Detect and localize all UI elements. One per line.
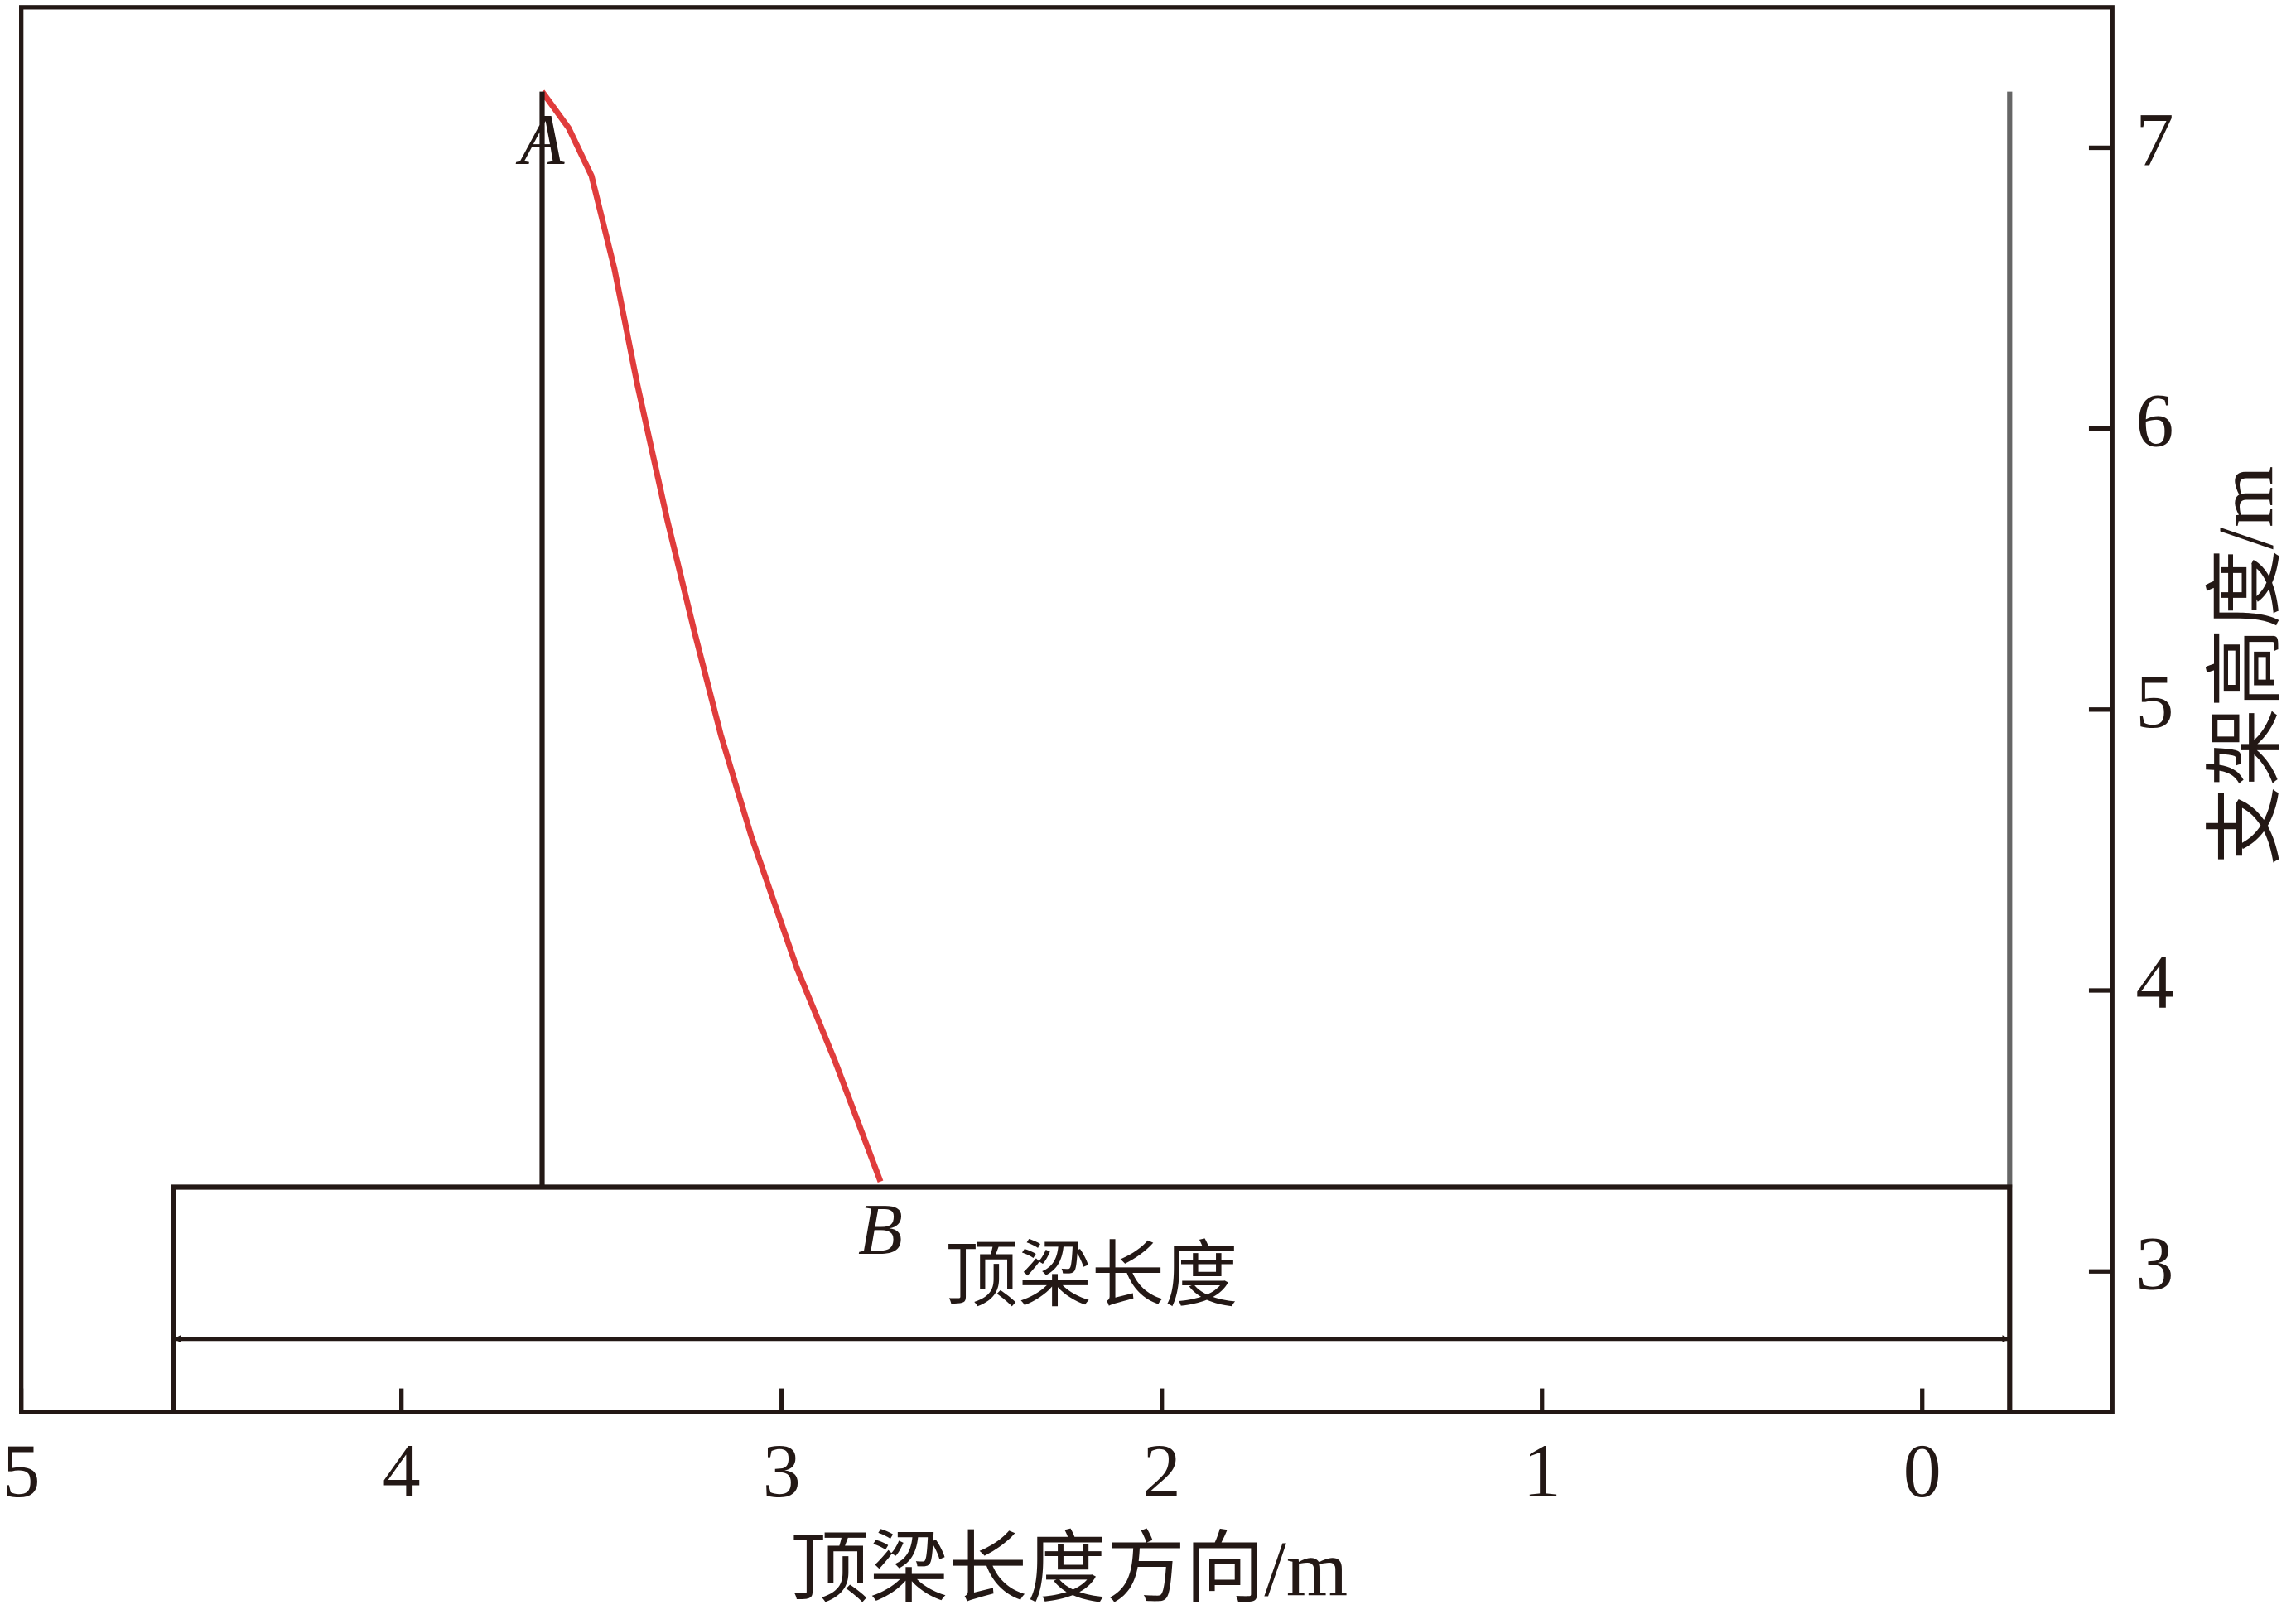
dimension-label: 顶梁长度 — [945, 1236, 1237, 1317]
x-tick-label: 4 — [383, 1429, 421, 1513]
plot-frame — [19, 5, 2115, 1414]
y-tick-label: 6 — [2135, 378, 2173, 463]
y-tick-label: 3 — [2135, 1221, 2173, 1305]
x-axis-title: 顶梁长度方向/m — [790, 1525, 1348, 1612]
y-tick-label: 4 — [2135, 940, 2173, 1024]
x-tick-label: 3 — [763, 1429, 801, 1513]
line-series — [539, 89, 884, 1183]
point-label: A — [516, 99, 566, 181]
x-tick-label: 5 — [2, 1429, 41, 1513]
y-tick-label: 7 — [2135, 98, 2173, 182]
line-series — [171, 1184, 2013, 1412]
x-tick-label: 0 — [1903, 1429, 1941, 1513]
y-tick-label: 5 — [2135, 659, 2173, 744]
point-label: B — [858, 1189, 903, 1270]
x-tick-label: 2 — [1143, 1429, 1181, 1513]
y-axis-title: 支架高度/m — [2202, 466, 2289, 865]
x-tick-label: 1 — [1523, 1429, 1561, 1513]
